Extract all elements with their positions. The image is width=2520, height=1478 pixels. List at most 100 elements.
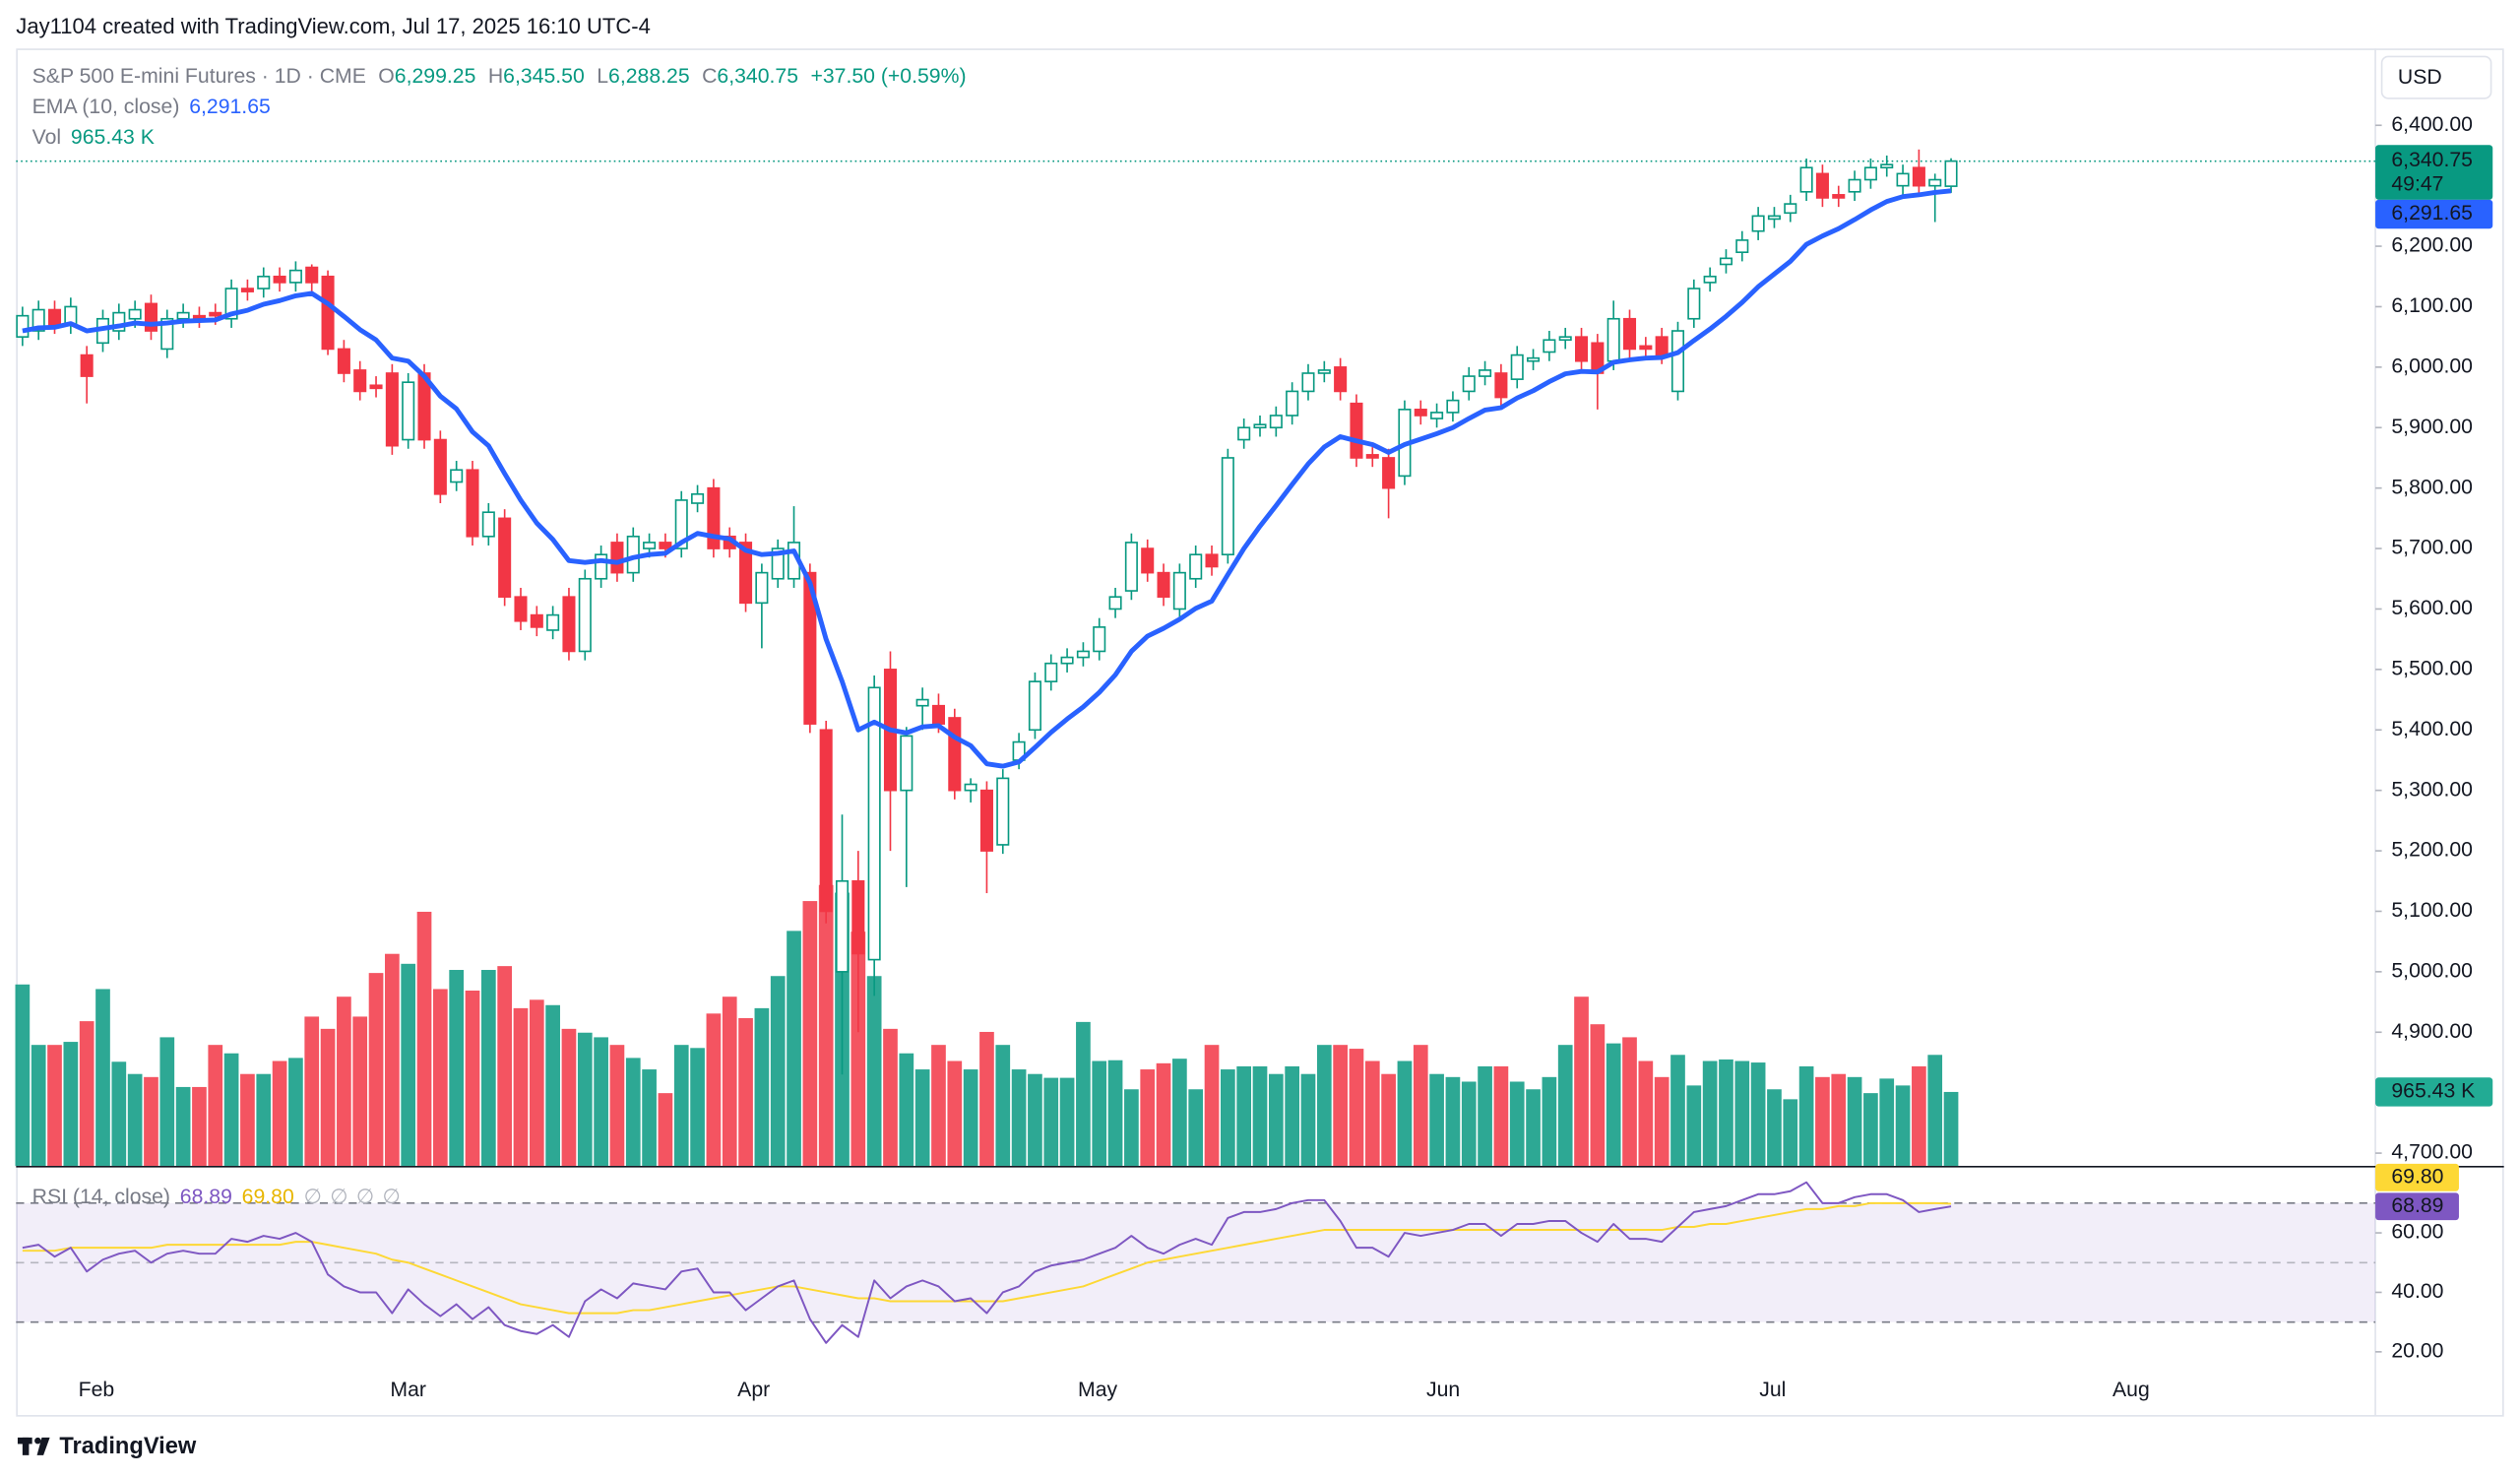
candle-body [1751, 215, 1765, 232]
volume-bar [1798, 1065, 1814, 1166]
rsi-layer [16, 1181, 2376, 1344]
volume-bar [1767, 1089, 1782, 1166]
volume-bar [914, 1069, 930, 1166]
x-tick-label: May [1078, 1379, 1117, 1401]
volume-bar [1204, 1045, 1220, 1166]
close: 6,340.75 [717, 64, 798, 87]
y-tick-label: 5,400.00 [2391, 718, 2473, 740]
volume-bar [995, 1045, 1011, 1166]
candle-body [1301, 372, 1315, 393]
rsi-tick-label: 40.00 [2391, 1280, 2443, 1303]
candle-body [659, 542, 672, 549]
candle-body [674, 499, 688, 549]
volume-bar [1011, 1069, 1027, 1166]
volume-bar [738, 1017, 753, 1166]
rsi-value: 68.89 [180, 1185, 232, 1207]
volume-bar [320, 1028, 336, 1166]
vol-value: 965.43 K [71, 125, 155, 148]
candle-body [1896, 172, 1910, 187]
candle-body [433, 438, 447, 495]
candle-body [1205, 553, 1219, 568]
candle-body [835, 879, 850, 973]
candle-body [1286, 390, 1299, 417]
last-price-label: 6,340.75 [2391, 149, 2473, 171]
y-tick-label: 5,500.00 [2391, 657, 2473, 679]
x-tick-label: Mar [390, 1379, 426, 1401]
open: 6,299.25 [395, 64, 476, 87]
candle-body [1767, 215, 1781, 221]
candle-body [16, 314, 30, 338]
volume-bar [47, 1045, 62, 1166]
x-tick-label: Feb [79, 1379, 115, 1401]
volume-bar [63, 1042, 79, 1166]
candle-body [1430, 412, 1444, 419]
volume-bar [609, 1045, 625, 1166]
candle-body [32, 308, 45, 332]
x-tick-label: Jun [1426, 1379, 1460, 1401]
candle-body [1157, 571, 1170, 599]
candle-body [546, 613, 560, 631]
y-tick-label: 5,300.00 [2391, 778, 2473, 801]
currency[interactable]: USD [2398, 66, 2442, 89]
candle-body [707, 486, 721, 549]
volume-bar [1574, 996, 1589, 1166]
volume-badge-label: 965.43 K [2391, 1080, 2475, 1103]
volume-bar [850, 932, 866, 1166]
x-tick-label: Apr [737, 1379, 770, 1401]
axes: 6,400.006,300.006,200.006,100.006,000.00… [79, 113, 2493, 1401]
volume-bar [1509, 1081, 1525, 1166]
volume-bar [1076, 1021, 1091, 1166]
volume-bar [1221, 1069, 1235, 1166]
candle-body [996, 777, 1010, 846]
volume-bar [1557, 1045, 1573, 1166]
volume-bar [144, 1076, 158, 1166]
candle-body [160, 317, 174, 351]
price-layer [16, 149, 2376, 1075]
candle-body [1687, 288, 1701, 320]
volume-bar [1429, 1073, 1444, 1166]
volume-bar [1124, 1089, 1139, 1166]
volume-bar [1542, 1076, 1557, 1166]
currency-button[interactable] [2380, 55, 2492, 99]
volume-bar [1107, 1060, 1123, 1166]
volume-bar [1285, 1065, 1299, 1166]
candle-body [755, 571, 769, 605]
candle-body [771, 547, 785, 580]
volume-bar [480, 970, 496, 1166]
candle-body [1494, 372, 1508, 399]
y-tick-label: 5,600.00 [2391, 597, 2473, 619]
x-tick-label: Jul [1759, 1379, 1786, 1401]
symbol: S&P 500 E-mini Futures · 1D · CME [32, 64, 366, 87]
volume-bar [465, 991, 480, 1166]
volume-bar [1445, 1076, 1461, 1166]
rsi-ma-badge [2375, 1163, 2459, 1191]
candle-body [1848, 178, 1861, 193]
candle-body [643, 542, 657, 549]
candle-body [288, 269, 302, 284]
candle-body [1735, 239, 1749, 254]
volume-bar [1043, 1077, 1059, 1166]
y-tick-label: 6,200.00 [2391, 234, 2473, 257]
low: 6,288.25 [608, 64, 690, 87]
candle-body [144, 302, 158, 332]
volume-bar [1863, 1093, 1878, 1166]
low-key: L [597, 64, 608, 87]
volume-bar [1252, 1065, 1268, 1166]
vol-line: Vol 965.43 K [32, 125, 155, 148]
candle-body [1060, 656, 1074, 665]
rsi-ma-value: 69.80 [242, 1185, 294, 1207]
volume-bar [1493, 1065, 1509, 1166]
candle-body [176, 311, 190, 320]
candle-body [1414, 409, 1427, 417]
volume-bar [1413, 1045, 1428, 1166]
credit: Jay1104 created with TradingView.com, Ju… [16, 14, 651, 38]
brand: TradingView [59, 1434, 197, 1459]
candle-body [948, 717, 962, 792]
volume-bar [1461, 1081, 1477, 1166]
volume-bar [1606, 1043, 1621, 1166]
ema-value: 6,291.65 [189, 95, 271, 117]
volume-bar [368, 973, 384, 1166]
volume-bar [433, 989, 448, 1166]
volume-bar [1638, 1060, 1654, 1166]
volume-bar [1622, 1037, 1637, 1166]
